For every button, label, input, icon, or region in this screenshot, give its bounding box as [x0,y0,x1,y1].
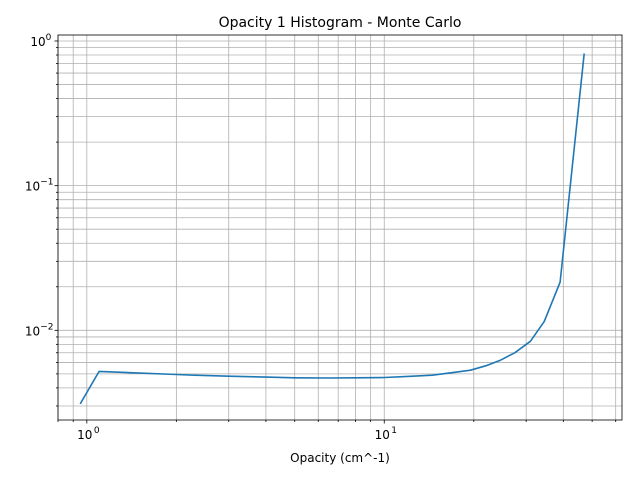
x-tick-label-exponent: 0 [94,426,100,436]
x-tick-label: 10 [77,428,92,442]
y-tick-label-exponent: −2 [40,322,53,332]
tick-marks [54,40,617,424]
y-tick-label: 10 [30,35,45,49]
x-axis-label: Opacity (cm^-1) [290,451,390,465]
x-tick-label: 10 [375,428,390,442]
y-tick-label: 10 [25,180,40,194]
series-line [79,53,585,405]
y-tick-label-exponent: −1 [40,178,53,188]
series-line-group [79,53,585,405]
tick-labels: 10 0 10 110 −210 −110 0 [25,33,397,442]
grid-lines [57,35,622,420]
y-tick-label-exponent: 0 [46,33,52,43]
y-tick-label: 10 [25,324,40,338]
axes-frame [57,34,623,421]
x-tick-label-exponent: 1 [391,426,397,436]
chart-title: Opacity 1 Histogram - Monte Carlo [219,15,462,31]
